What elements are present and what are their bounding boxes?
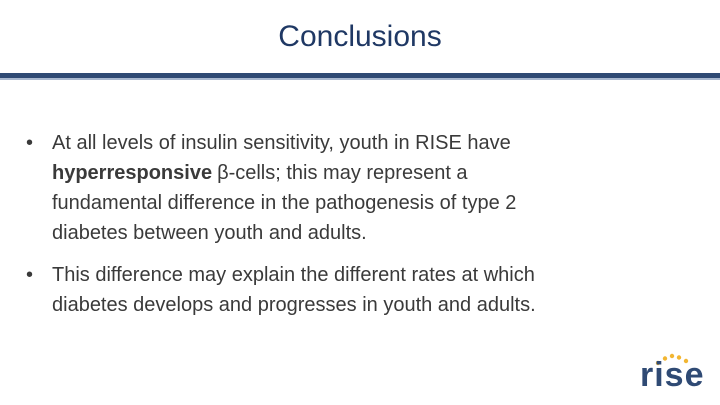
bullet-line: fundamental difference in the pathogenes… xyxy=(52,188,536,218)
slide-title: Conclusions xyxy=(278,20,442,53)
logo-dots xyxy=(655,353,689,366)
bold-text: hyperresponsive xyxy=(52,162,213,184)
bullet-line: diabetes between youth and adults. xyxy=(52,218,536,248)
title-rule xyxy=(0,73,720,78)
bullet-line: This difference may explain the differen… xyxy=(52,260,536,290)
bullet-text: fundamental difference in the pathogenes… xyxy=(52,192,517,214)
bullet-line: hyperresponsive β-cells; this may represe… xyxy=(52,158,536,188)
bullet-line: At all levels of insulin sensitivity, yo… xyxy=(52,128,536,158)
bullet-text: At all levels of insulin sensitivity, yo… xyxy=(52,132,511,154)
title-rule-shadow xyxy=(0,78,720,80)
logo: rise xyxy=(640,356,705,394)
bullet-item: At all levels of insulin sensitivity, yo… xyxy=(26,128,536,248)
bullet-text: β-cells; this may represent a xyxy=(217,162,468,184)
bullet-text: diabetes between youth and adults. xyxy=(52,222,367,244)
bullet-list: At all levels of insulin sensitivity, yo… xyxy=(26,128,536,332)
bullet-text: diabetes develops and progresses in yout… xyxy=(52,294,536,316)
bullet-line: diabetes develops and progresses in yout… xyxy=(52,290,536,320)
bullet-text: This difference may explain the differen… xyxy=(52,264,535,286)
bullet-item: This difference may explain the differen… xyxy=(26,260,536,320)
